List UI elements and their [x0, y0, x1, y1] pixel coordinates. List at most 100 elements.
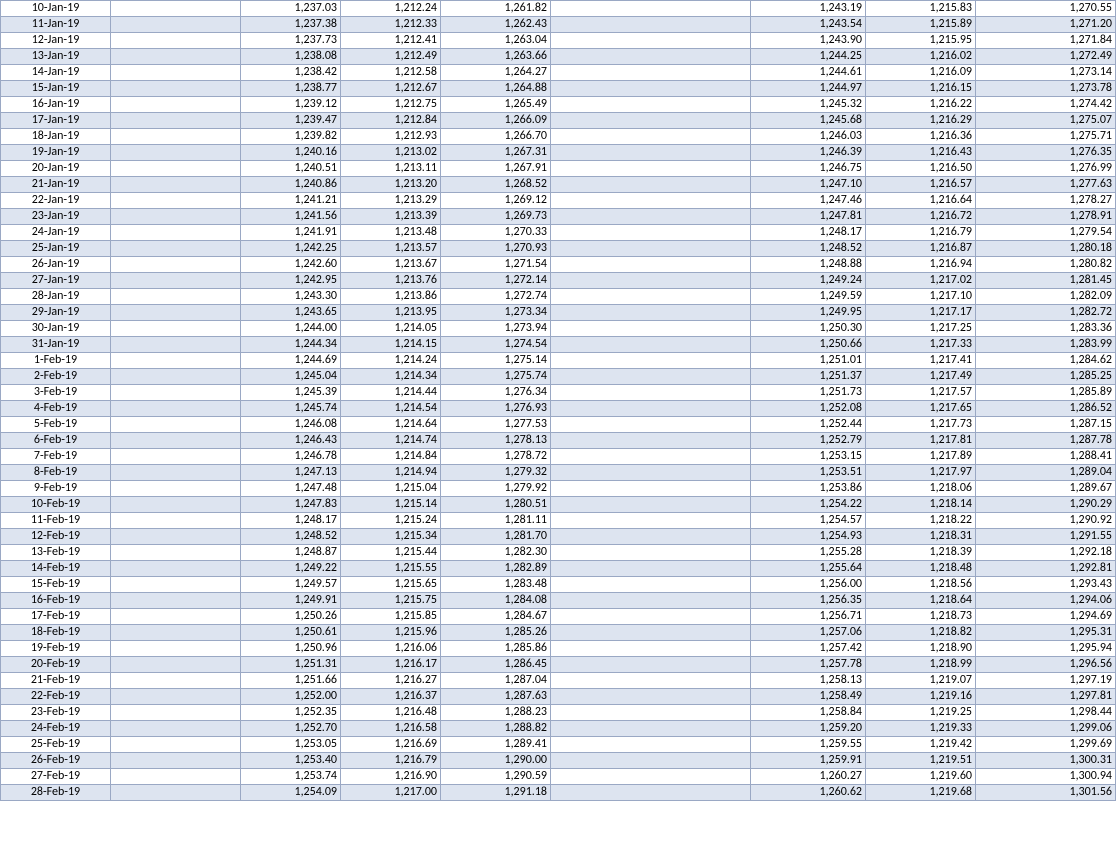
- value-cell-i[interactable]: 1,299.06: [976, 721, 1116, 737]
- value-cell-h[interactable]: 1,216.36: [866, 129, 976, 145]
- blank-cell-b[interactable]: [111, 753, 241, 769]
- blank-cell-f[interactable]: [551, 641, 751, 657]
- value-cell-c[interactable]: 1,246.08: [241, 417, 341, 433]
- value-cell-c[interactable]: 1,237.38: [241, 17, 341, 33]
- value-cell-i[interactable]: 1,272.49: [976, 49, 1116, 65]
- value-cell-h[interactable]: 1,217.65: [866, 401, 976, 417]
- date-cell[interactable]: 28-Feb-19: [1, 785, 111, 801]
- blank-cell-b[interactable]: [111, 97, 241, 113]
- table-row[interactable]: 19-Jan-191,240.161,213.021,267.311,246.3…: [1, 145, 1116, 161]
- value-cell-i[interactable]: 1,281.45: [976, 273, 1116, 289]
- blank-cell-b[interactable]: [111, 769, 241, 785]
- blank-cell-b[interactable]: [111, 737, 241, 753]
- date-cell[interactable]: 24-Feb-19: [1, 721, 111, 737]
- value-cell-i[interactable]: 1,289.04: [976, 465, 1116, 481]
- blank-cell-b[interactable]: [111, 593, 241, 609]
- value-cell-e[interactable]: 1,287.63: [441, 689, 551, 705]
- table-row[interactable]: 2-Feb-191,245.041,214.341,275.741,251.37…: [1, 369, 1116, 385]
- date-cell[interactable]: 21-Jan-19: [1, 177, 111, 193]
- value-cell-c[interactable]: 1,243.30: [241, 289, 341, 305]
- blank-cell-f[interactable]: [551, 417, 751, 433]
- value-cell-e[interactable]: 1,262.43: [441, 17, 551, 33]
- date-cell[interactable]: 8-Feb-19: [1, 465, 111, 481]
- value-cell-e[interactable]: 1,272.14: [441, 273, 551, 289]
- blank-cell-b[interactable]: [111, 1, 241, 17]
- table-row[interactable]: 23-Feb-191,252.351,216.481,288.231,258.8…: [1, 705, 1116, 721]
- table-row[interactable]: 23-Jan-191,241.561,213.391,269.731,247.8…: [1, 209, 1116, 225]
- value-cell-c[interactable]: 1,243.65: [241, 305, 341, 321]
- value-cell-d[interactable]: 1,214.44: [341, 385, 441, 401]
- blank-cell-f[interactable]: [551, 33, 751, 49]
- value-cell-g[interactable]: 1,259.55: [751, 737, 866, 753]
- value-cell-d[interactable]: 1,216.79: [341, 753, 441, 769]
- value-cell-e[interactable]: 1,265.49: [441, 97, 551, 113]
- value-cell-e[interactable]: 1,276.34: [441, 385, 551, 401]
- value-cell-d[interactable]: 1,215.85: [341, 609, 441, 625]
- table-row[interactable]: 21-Jan-191,240.861,213.201,268.521,247.1…: [1, 177, 1116, 193]
- blank-cell-b[interactable]: [111, 289, 241, 305]
- value-cell-c[interactable]: 1,240.16: [241, 145, 341, 161]
- table-row[interactable]: 19-Feb-191,250.961,216.061,285.861,257.4…: [1, 641, 1116, 657]
- value-cell-d[interactable]: 1,214.34: [341, 369, 441, 385]
- table-row[interactable]: 13-Feb-191,248.871,215.441,282.301,255.2…: [1, 545, 1116, 561]
- value-cell-i[interactable]: 1,283.99: [976, 337, 1116, 353]
- value-cell-d[interactable]: 1,215.44: [341, 545, 441, 561]
- value-cell-c[interactable]: 1,240.51: [241, 161, 341, 177]
- value-cell-d[interactable]: 1,215.34: [341, 529, 441, 545]
- blank-cell-f[interactable]: [551, 673, 751, 689]
- blank-cell-b[interactable]: [111, 433, 241, 449]
- date-cell[interactable]: 18-Feb-19: [1, 625, 111, 641]
- blank-cell-b[interactable]: [111, 145, 241, 161]
- value-cell-h[interactable]: 1,217.89: [866, 449, 976, 465]
- value-cell-h[interactable]: 1,219.33: [866, 721, 976, 737]
- value-cell-h[interactable]: 1,218.31: [866, 529, 976, 545]
- value-cell-g[interactable]: 1,252.79: [751, 433, 866, 449]
- blank-cell-f[interactable]: [551, 497, 751, 513]
- blank-cell-f[interactable]: [551, 257, 751, 273]
- value-cell-c[interactable]: 1,248.52: [241, 529, 341, 545]
- value-cell-h[interactable]: 1,218.22: [866, 513, 976, 529]
- blank-cell-f[interactable]: [551, 81, 751, 97]
- blank-cell-f[interactable]: [551, 337, 751, 353]
- value-cell-e[interactable]: 1,268.52: [441, 177, 551, 193]
- blank-cell-f[interactable]: [551, 577, 751, 593]
- date-cell[interactable]: 14-Jan-19: [1, 65, 111, 81]
- value-cell-h[interactable]: 1,217.49: [866, 369, 976, 385]
- blank-cell-b[interactable]: [111, 481, 241, 497]
- blank-cell-b[interactable]: [111, 657, 241, 673]
- value-cell-c[interactable]: 1,246.78: [241, 449, 341, 465]
- date-cell[interactable]: 18-Jan-19: [1, 129, 111, 145]
- value-cell-e[interactable]: 1,277.53: [441, 417, 551, 433]
- blank-cell-b[interactable]: [111, 497, 241, 513]
- value-cell-g[interactable]: 1,243.90: [751, 33, 866, 49]
- value-cell-g[interactable]: 1,251.73: [751, 385, 866, 401]
- value-cell-e[interactable]: 1,273.34: [441, 305, 551, 321]
- value-cell-e[interactable]: 1,281.70: [441, 529, 551, 545]
- table-row[interactable]: 31-Jan-191,244.341,214.151,274.541,250.6…: [1, 337, 1116, 353]
- date-cell[interactable]: 24-Jan-19: [1, 225, 111, 241]
- blank-cell-f[interactable]: [551, 225, 751, 241]
- value-cell-e[interactable]: 1,275.74: [441, 369, 551, 385]
- value-cell-c[interactable]: 1,242.60: [241, 257, 341, 273]
- date-cell[interactable]: 22-Feb-19: [1, 689, 111, 705]
- value-cell-d[interactable]: 1,214.54: [341, 401, 441, 417]
- value-cell-e[interactable]: 1,266.09: [441, 113, 551, 129]
- value-cell-e[interactable]: 1,271.54: [441, 257, 551, 273]
- blank-cell-f[interactable]: [551, 241, 751, 257]
- blank-cell-b[interactable]: [111, 625, 241, 641]
- value-cell-c[interactable]: 1,239.82: [241, 129, 341, 145]
- date-cell[interactable]: 31-Jan-19: [1, 337, 111, 353]
- date-cell[interactable]: 26-Feb-19: [1, 753, 111, 769]
- value-cell-c[interactable]: 1,245.04: [241, 369, 341, 385]
- value-cell-h[interactable]: 1,219.42: [866, 737, 976, 753]
- value-cell-d[interactable]: 1,213.67: [341, 257, 441, 273]
- blank-cell-b[interactable]: [111, 17, 241, 33]
- value-cell-i[interactable]: 1,273.14: [976, 65, 1116, 81]
- value-cell-d[interactable]: 1,212.41: [341, 33, 441, 49]
- table-row[interactable]: 22-Jan-191,241.211,213.291,269.121,247.4…: [1, 193, 1116, 209]
- table-row[interactable]: 4-Feb-191,245.741,214.541,276.931,252.08…: [1, 401, 1116, 417]
- value-cell-h[interactable]: 1,218.90: [866, 641, 976, 657]
- value-cell-e[interactable]: 1,290.00: [441, 753, 551, 769]
- date-cell[interactable]: 13-Jan-19: [1, 49, 111, 65]
- value-cell-g[interactable]: 1,255.64: [751, 561, 866, 577]
